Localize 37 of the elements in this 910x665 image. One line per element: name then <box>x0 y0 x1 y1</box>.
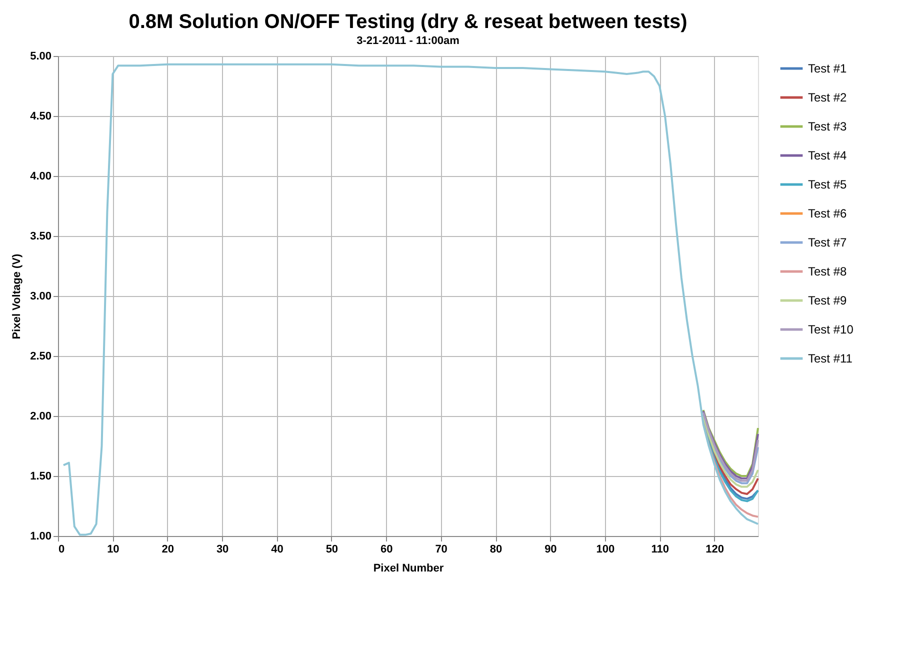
x-tick-label: 60 <box>380 544 393 556</box>
legend-label: Test #7 <box>808 236 848 250</box>
legend-label: Test #11 <box>808 352 853 366</box>
x-tick-label: 90 <box>544 544 557 556</box>
legend-label: Test #5 <box>808 178 848 192</box>
y-tick-label: 1.50 <box>30 470 52 482</box>
x-tick-label: 80 <box>490 544 502 556</box>
y-tick-label: 1.00 <box>30 530 52 542</box>
y-tick-label: 3.50 <box>30 230 52 242</box>
chart-subtitle: 3-21-2011 - 11:00am <box>356 35 460 47</box>
x-tick-label: 0 <box>58 544 65 556</box>
x-tick-label: 10 <box>107 544 120 556</box>
x-tick-label: 40 <box>271 544 284 556</box>
y-tick-label: 5.00 <box>30 50 52 62</box>
legend-label: Test #9 <box>808 294 848 308</box>
y-tick-label: 2.50 <box>30 350 52 362</box>
legend-label: Test #1 <box>808 62 848 76</box>
x-tick-label: 30 <box>216 544 229 556</box>
x-tick-label: 70 <box>435 544 448 556</box>
x-tick-label: 100 <box>596 544 615 556</box>
legend-label: Test #3 <box>808 120 848 134</box>
legend-label: Test #10 <box>808 322 854 336</box>
legend-label: Test #2 <box>808 90 848 104</box>
y-tick-label: 4.00 <box>30 170 52 182</box>
x-tick-label: 120 <box>706 544 724 556</box>
y-axis-title: Pixel Voltage (V) <box>11 253 24 340</box>
y-tick-label: 2.00 <box>30 410 52 422</box>
y-tick-label: 3.00 <box>30 290 52 302</box>
x-tick-label: 50 <box>326 544 338 556</box>
x-axis-title: Pixel Number <box>373 562 444 574</box>
legend-label: Test #6 <box>808 206 848 220</box>
x-tick-label: 110 <box>651 544 669 556</box>
legend-label: Test #8 <box>808 264 848 278</box>
legend-label: Test #4 <box>808 148 848 162</box>
x-tick-label: 20 <box>162 544 174 556</box>
y-tick-label: 4.50 <box>30 110 52 122</box>
chart-title: 0.8M Solution ON/OFF Testing (dry & reseat between tests) <box>128 11 688 33</box>
